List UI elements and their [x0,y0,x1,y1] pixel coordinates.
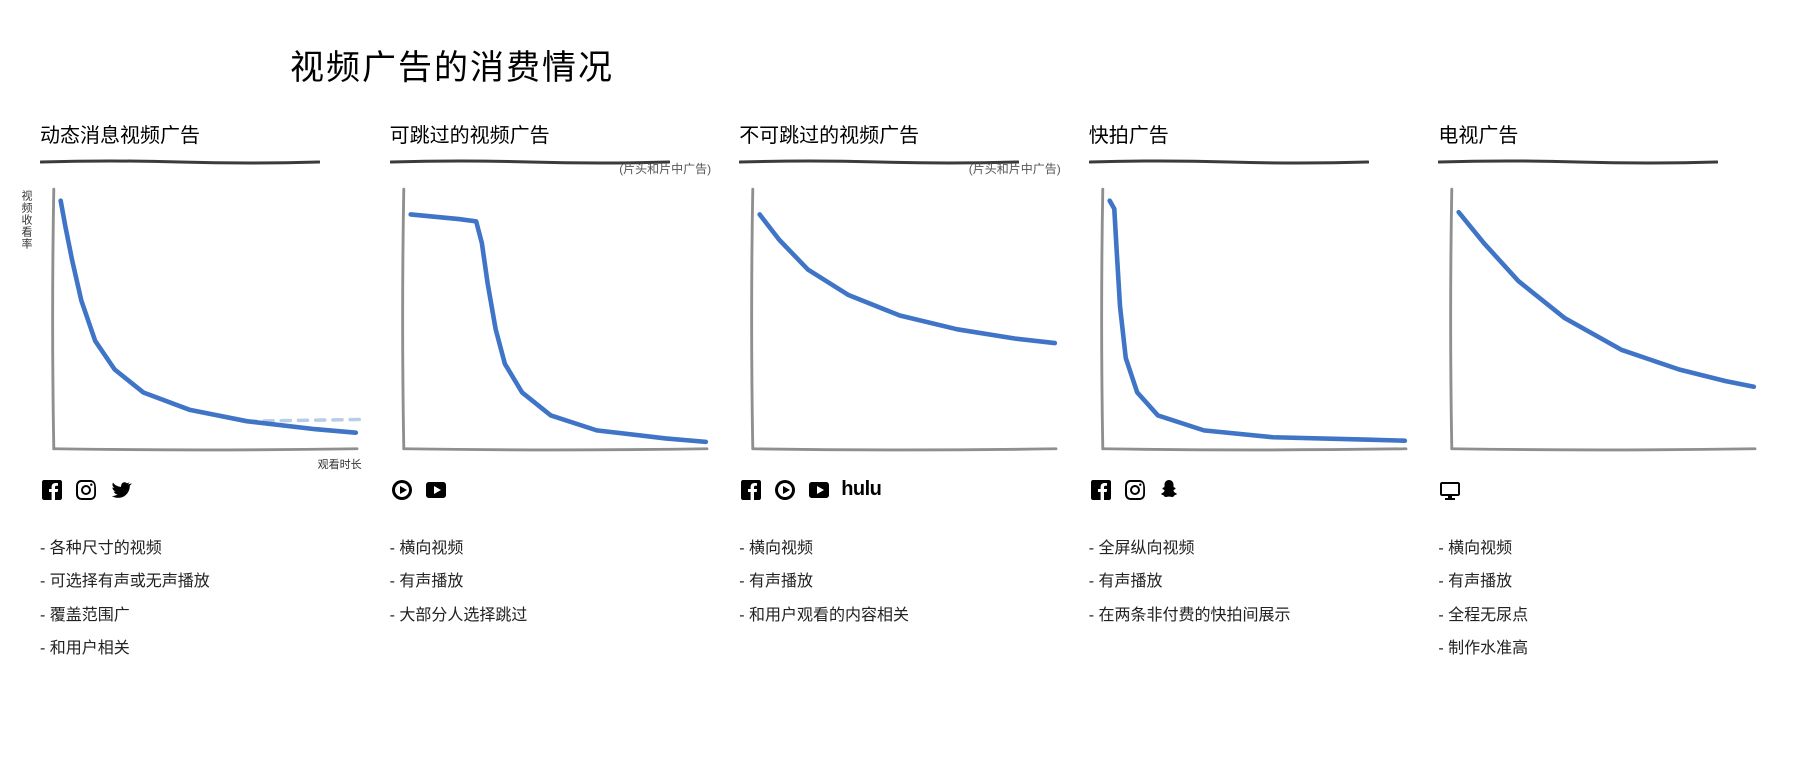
panel-title: 动态消息视频广告 [40,119,362,148]
icon-row: hulu [739,476,1061,504]
chart [40,180,362,456]
bullet: - 横向视频 [390,532,712,566]
panel-title: 可跳过的视频广告 [390,119,712,148]
yaxis-label: 视频收看率 [18,190,34,250]
bullet: - 各种尺寸的视频 [40,532,362,566]
title-underline [40,152,362,156]
bullet: - 横向视频 [739,532,1061,566]
bullet: - 全程无尿点 [1438,599,1760,633]
bullet: - 覆盖范围广 [40,599,362,633]
chart [1438,180,1760,456]
chart-wrap [390,180,712,456]
icon-row [1089,476,1411,504]
chart-wrap [1438,180,1760,456]
bullet-list: - 横向视频- 有声播放- 大部分人选择跳过 [390,532,712,633]
watch-icon [390,478,414,502]
facebook-icon [40,478,64,502]
instagram-icon [74,478,98,502]
bullet: - 可选择有声或无声播放 [40,565,362,599]
chart-wrap [739,180,1061,456]
icon-row [40,476,362,504]
icon-row [390,476,712,504]
panel-0: 动态消息视频广告 视频收看率观看时长- 各种尺寸的视频- 可选择有声或无声播放-… [40,119,362,666]
bullet-list: - 横向视频- 有声播放- 全程无尿点- 制作水准高 [1438,532,1760,666]
panel-title: 电视广告 [1438,119,1760,148]
title-underline [1089,152,1411,156]
panel-4: 电视广告 - 横向视频- 有声播放- 全程无尿点- 制作水准高 [1438,119,1760,666]
bullet: - 有声播放 [1089,565,1411,599]
facebook-icon [739,478,763,502]
snapchat-icon [1157,478,1181,502]
youtube-icon [424,478,448,502]
xaxis-label: 观看时长 [318,456,362,472]
bullet: - 有声播放 [739,565,1061,599]
bullet: - 全屏纵向视频 [1089,532,1411,566]
title-underline [1438,152,1760,156]
panel-1: 可跳过的视频广告(片头和片中广告)- 横向视频- 有声播放- 大部分人选择跳过 [390,119,712,632]
hulu-icon: hulu [841,478,881,501]
panel-title: 不可跳过的视频广告 [739,119,1061,148]
youtube-icon [807,478,831,502]
bullet: - 横向视频 [1438,532,1760,566]
bullet-list: - 全屏纵向视频- 有声播放- 在两条非付费的快拍间展示 [1089,532,1411,633]
chart-wrap [1089,180,1411,456]
bullet: - 有声播放 [390,565,712,599]
bullet: - 和用户相关 [40,632,362,666]
bullet: - 大部分人选择跳过 [390,599,712,633]
chart [739,180,1061,456]
chart [1089,180,1411,456]
panel-2: 不可跳过的视频广告(片头和片中广告)hulu- 横向视频- 有声播放- 和用户观… [739,119,1061,632]
icon-row [1438,476,1760,504]
chart-wrap: 视频收看率观看时长 [40,180,362,456]
facebook-icon [1089,478,1113,502]
panel-title: 快拍广告 [1089,119,1411,148]
bullet-list: - 横向视频- 有声播放- 和用户观看的内容相关 [739,532,1061,633]
watch-icon [773,478,797,502]
instagram-icon [1123,478,1147,502]
panel-3: 快拍广告 - 全屏纵向视频- 有声播放- 在两条非付费的快拍间展示 [1089,119,1411,632]
bullet: - 制作水准高 [1438,632,1760,666]
title-underline [390,152,712,156]
bullet: - 在两条非付费的快拍间展示 [1089,599,1411,633]
chart [390,180,712,456]
twitter-icon [108,478,132,502]
bullet-list: - 各种尺寸的视频- 可选择有声或无声播放- 覆盖范围广- 和用户相关 [40,532,362,666]
title-underline [739,152,1061,156]
bullet: - 有声播放 [1438,565,1760,599]
page-title: 视频广告的消费情况 [290,40,1760,89]
bullet: - 和用户观看的内容相关 [739,599,1061,633]
tv-icon [1438,478,1462,502]
panel-row: 动态消息视频广告 视频收看率观看时长- 各种尺寸的视频- 可选择有声或无声播放-… [40,119,1760,666]
